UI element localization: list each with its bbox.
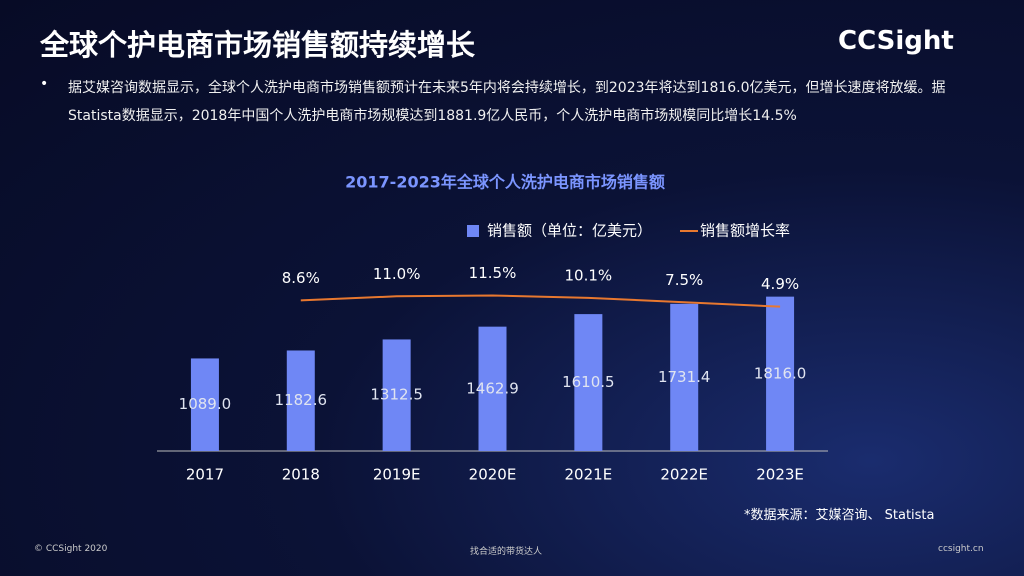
bar — [478, 326, 507, 451]
bar-value-label: 1462.9 — [466, 379, 519, 397]
bar-value-label: 1816.0 — [754, 364, 807, 382]
bar-value-label: 1312.5 — [370, 386, 423, 404]
legend-label: 销售额（单位：亿美元） — [487, 222, 652, 240]
bar — [382, 339, 411, 451]
x-tick-label: 2021E — [565, 466, 613, 484]
bar-value-label: 1731.4 — [658, 368, 711, 386]
bar — [670, 303, 699, 451]
bullet-mark: • — [40, 76, 49, 92]
legend-swatch — [467, 225, 479, 237]
line-value-label: 4.9% — [761, 275, 799, 293]
x-tick-label: 2018 — [282, 466, 320, 484]
line-value-label: 7.5% — [665, 271, 703, 289]
x-tick-label: 2022E — [660, 466, 708, 484]
line-value-label: 10.1% — [565, 266, 613, 284]
line-value-label: 11.5% — [469, 264, 517, 282]
bullet-text: 据艾媒咨询数据显示，全球个人洗护电商市场销售额预计在未来5年内将会持续增长，到2… — [68, 80, 946, 124]
bar — [574, 314, 603, 451]
bar-value-label: 1089.0 — [179, 395, 232, 413]
copyright: © CCSight 2020 — [34, 544, 108, 554]
x-tick-label: 2023E — [756, 466, 804, 484]
x-tick-label: 2020E — [469, 466, 517, 484]
legend-label: 销售额增长率 — [700, 222, 790, 240]
line — [300, 294, 781, 308]
chart-title: 2017-2023年全球个人洗护电商市场销售额 — [345, 173, 665, 192]
logo: CCSight — [838, 26, 954, 56]
slogan: 找合适的带货达人 — [470, 547, 543, 557]
url: ccsight.cn — [938, 544, 984, 554]
x-tick-label: 2017 — [186, 466, 224, 484]
source: *数据来源：艾媒咨询、 Statista — [744, 508, 935, 523]
bar — [190, 358, 219, 451]
line-value-label: 8.6% — [282, 269, 320, 287]
bar-value-label: 1610.5 — [562, 373, 615, 391]
line-value-label: 11.0% — [373, 265, 421, 283]
slide-title: 全球个护电商市场销售额持续增长 — [40, 28, 476, 62]
bar — [286, 350, 315, 451]
bar-value-label: 1182.6 — [275, 391, 328, 409]
bar — [766, 296, 795, 451]
x-tick-label: 2019E — [373, 466, 421, 484]
